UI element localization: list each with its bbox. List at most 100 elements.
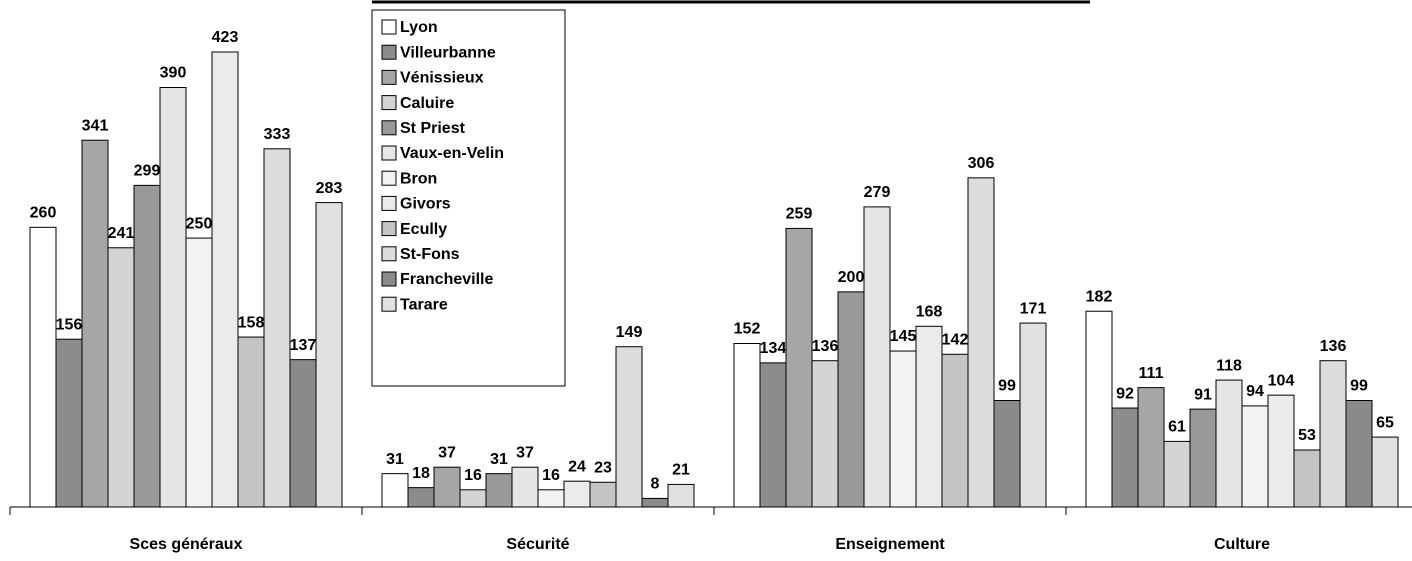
value-label: 99 [1350, 378, 1368, 395]
value-label: 299 [134, 163, 161, 180]
value-label: 283 [316, 180, 343, 197]
bar [1189, 408, 1217, 508]
legend-label: Ecully [400, 221, 447, 238]
bar [29, 226, 57, 508]
legend-label: Vaux-en-Velin [400, 145, 504, 162]
bar [1293, 449, 1321, 508]
legend-swatch [381, 271, 397, 287]
value-label: 31 [490, 451, 508, 468]
value-label: 341 [82, 117, 109, 134]
legend-swatch [381, 221, 397, 237]
bar [1019, 322, 1047, 508]
value-label: 111 [1139, 365, 1164, 382]
bar [863, 206, 891, 508]
value-label: 149 [616, 324, 643, 341]
bar [107, 247, 135, 508]
value-label: 137 [290, 337, 317, 354]
value-label: 118 [1216, 357, 1242, 374]
legend-label: Bron [400, 170, 437, 187]
bar [485, 473, 513, 508]
value-label: 142 [942, 331, 969, 348]
bar [133, 184, 161, 508]
bar [759, 362, 787, 508]
value-label: 182 [1086, 288, 1113, 305]
value-label: 18 [412, 465, 430, 482]
value-label: 333 [264, 126, 291, 143]
bar [615, 346, 643, 508]
legend-swatch [381, 296, 397, 312]
bar [811, 360, 839, 508]
value-label: 152 [734, 321, 761, 338]
value-label: 390 [160, 65, 187, 82]
legend-label: Villeurbanne [400, 44, 496, 61]
legend-label: Vénissieux [400, 70, 484, 87]
value-label: 136 [812, 338, 839, 355]
bar [237, 336, 265, 508]
bar [289, 359, 317, 508]
bar [785, 227, 813, 508]
value-label: 23 [594, 459, 612, 476]
value-label: 171 [1020, 300, 1047, 317]
value-label: 31 [386, 451, 404, 468]
value-label: 260 [30, 205, 57, 222]
value-label: 241 [108, 225, 135, 242]
bar [185, 237, 213, 508]
legend-label: St Priest [400, 120, 466, 137]
bar [915, 325, 943, 508]
value-label: 92 [1116, 385, 1134, 402]
bar [1137, 387, 1165, 508]
bar [667, 483, 695, 508]
value-label: 91 [1194, 386, 1212, 403]
value-label: 136 [1320, 338, 1347, 355]
value-label: 65 [1376, 414, 1394, 431]
legend-label: Lyon [400, 19, 438, 36]
bar [993, 400, 1021, 508]
legend-swatch [381, 170, 397, 186]
legend-label: Francheville [400, 271, 493, 288]
bar [511, 466, 539, 508]
bar [381, 473, 409, 508]
bar [563, 480, 591, 508]
x-tick-label: Enseignement [835, 536, 945, 553]
value-label: 200 [838, 269, 865, 286]
value-label: 250 [186, 215, 213, 232]
value-label: 24 [568, 458, 586, 475]
value-label: 37 [438, 444, 456, 461]
bar [315, 202, 343, 508]
bar [433, 466, 461, 508]
value-label: 16 [542, 467, 560, 484]
bar [837, 291, 865, 508]
value-label: 168 [916, 304, 943, 321]
value-label: 279 [864, 184, 891, 201]
value-label: 8 [651, 476, 660, 493]
legend-box [371, 9, 566, 387]
bar [407, 487, 435, 508]
bar [55, 338, 83, 508]
value-label: 145 [890, 328, 917, 345]
value-label: 21 [672, 462, 690, 479]
bar [641, 497, 669, 508]
bar [1267, 394, 1295, 508]
bar [1371, 436, 1399, 508]
bar [263, 148, 291, 508]
legend-label: Givors [400, 196, 451, 213]
value-label: 16 [464, 467, 482, 484]
value-label: 134 [760, 340, 787, 357]
value-label: 99 [998, 378, 1016, 395]
bar [1111, 407, 1139, 508]
bar [81, 139, 109, 508]
bar [967, 177, 995, 508]
bar [941, 353, 969, 508]
bar [889, 350, 917, 508]
bar [159, 86, 187, 508]
value-label: 37 [516, 444, 534, 461]
bar [1241, 405, 1269, 508]
legend-swatch [381, 120, 397, 136]
legend-swatch [381, 44, 397, 60]
x-tick-label: Sces généraux [130, 536, 243, 553]
value-label: 61 [1168, 419, 1186, 436]
x-tick-label: Sécurité [506, 536, 569, 553]
value-label: 306 [968, 155, 995, 172]
legend-swatch [381, 95, 397, 111]
